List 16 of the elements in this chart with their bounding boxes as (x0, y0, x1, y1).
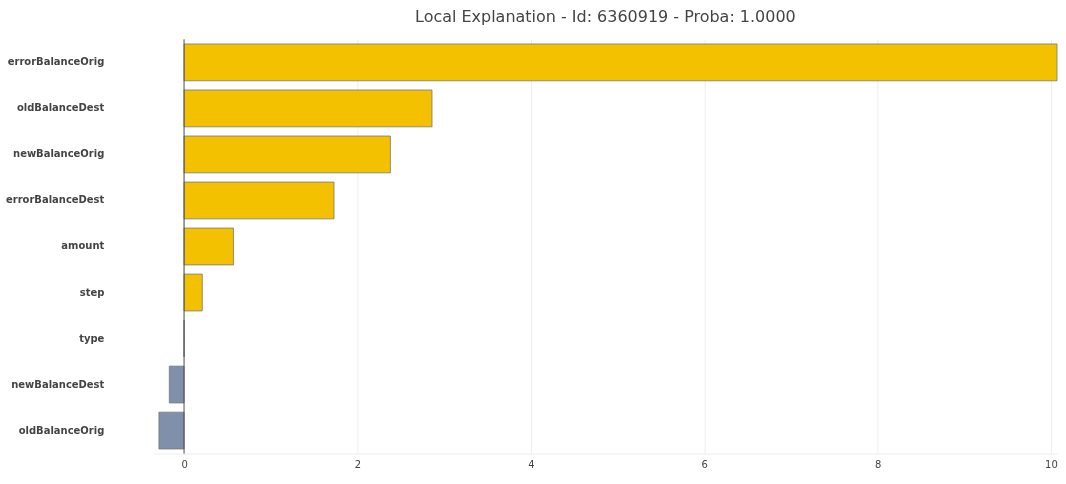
x-tick-label: 2 (354, 459, 362, 471)
y-tick-label: oldBalanceOrig (18, 424, 105, 436)
x-tick-label: 10 (1045, 459, 1058, 471)
x-tick-label: 4 (528, 459, 535, 471)
chart-title: Local Explanation - Id: 6360919 - Proba: 1.0000 (415, 6, 796, 26)
x-tick-label: 6 (701, 459, 708, 471)
y-tick-label: oldBalanceDest (16, 102, 105, 114)
y-tick-label: amount (61, 240, 105, 252)
x-tick-label: 8 (874, 459, 882, 471)
y-tick-label: errorBalanceOrig (7, 56, 105, 68)
y-tick-label: newBalanceDest (11, 378, 105, 390)
x-tick-label: 0 (181, 459, 188, 471)
y-tick-label: errorBalanceDest (5, 194, 105, 206)
y-tick-label: step (79, 286, 105, 298)
y-tick-label: newBalanceOrig (13, 148, 105, 160)
y-tick-label: type (79, 332, 105, 344)
